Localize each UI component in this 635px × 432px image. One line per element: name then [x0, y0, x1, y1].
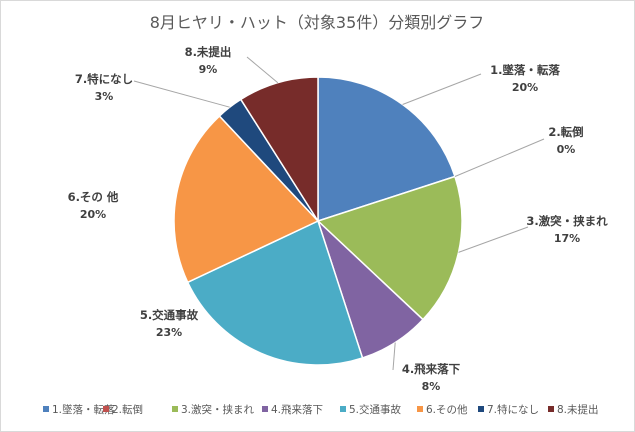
slice-percent-label: 3% — [95, 90, 114, 103]
slice-percent-label: 9% — [199, 63, 218, 76]
slice-percent-label: 8% — [422, 380, 441, 393]
legend-item: 7.特になし — [487, 404, 539, 416]
pie-slice — [186, 219, 364, 366]
pie-slice — [173, 114, 320, 284]
legend-item: 5.交通事故 — [349, 403, 402, 416]
leader-line — [392, 342, 396, 371]
slice-label: 4.飛来落下 — [402, 362, 461, 376]
slice-percent-label: 23% — [156, 326, 182, 339]
leader-line — [402, 73, 482, 105]
legend-swatch — [340, 406, 346, 412]
slice-label: 6.その 他 — [68, 190, 119, 204]
legend-item: 2.転倒 — [112, 404, 143, 416]
legend-item: 1.墜落・転落 — [52, 403, 115, 416]
leader-line — [133, 80, 230, 108]
pie-slice — [317, 76, 456, 223]
slice-label: 7.特になし — [75, 72, 133, 86]
slice-label: 3.激突・挟まれ — [526, 214, 608, 228]
leader-line — [454, 138, 545, 177]
legend-item: 4.飛来落下 — [271, 404, 323, 416]
slice-percent-label: 20% — [80, 208, 106, 221]
slice-percent-label: 17% — [554, 232, 580, 245]
legend-swatch — [103, 406, 109, 412]
legend-item: 6.その他 — [426, 403, 468, 416]
legend-item: 3.激突・挟まれ — [181, 403, 255, 416]
slice-label: 5.交通事故 — [140, 308, 199, 322]
legend-swatch — [417, 406, 423, 412]
legend-swatch — [262, 406, 268, 412]
leader-line — [246, 56, 279, 84]
legend-swatch — [43, 406, 49, 412]
leader-line — [458, 226, 529, 253]
legend-swatch — [172, 406, 178, 412]
slice-percent-label: 0% — [557, 143, 576, 156]
legend-swatch — [478, 406, 484, 412]
slice-label: 8.未提出 — [185, 45, 232, 59]
slice-percent-label: 20% — [512, 81, 538, 94]
slice-label: 1.墜落・転落 — [490, 63, 560, 77]
pie-slice — [239, 76, 319, 224]
chart-title: 8月ヒヤリ・ハット（対象35件）分類別グラフ — [150, 13, 485, 32]
legend-swatch — [548, 406, 554, 412]
legend-item: 8.未提出 — [557, 403, 599, 416]
slice-label: 2.転倒 — [548, 125, 583, 139]
